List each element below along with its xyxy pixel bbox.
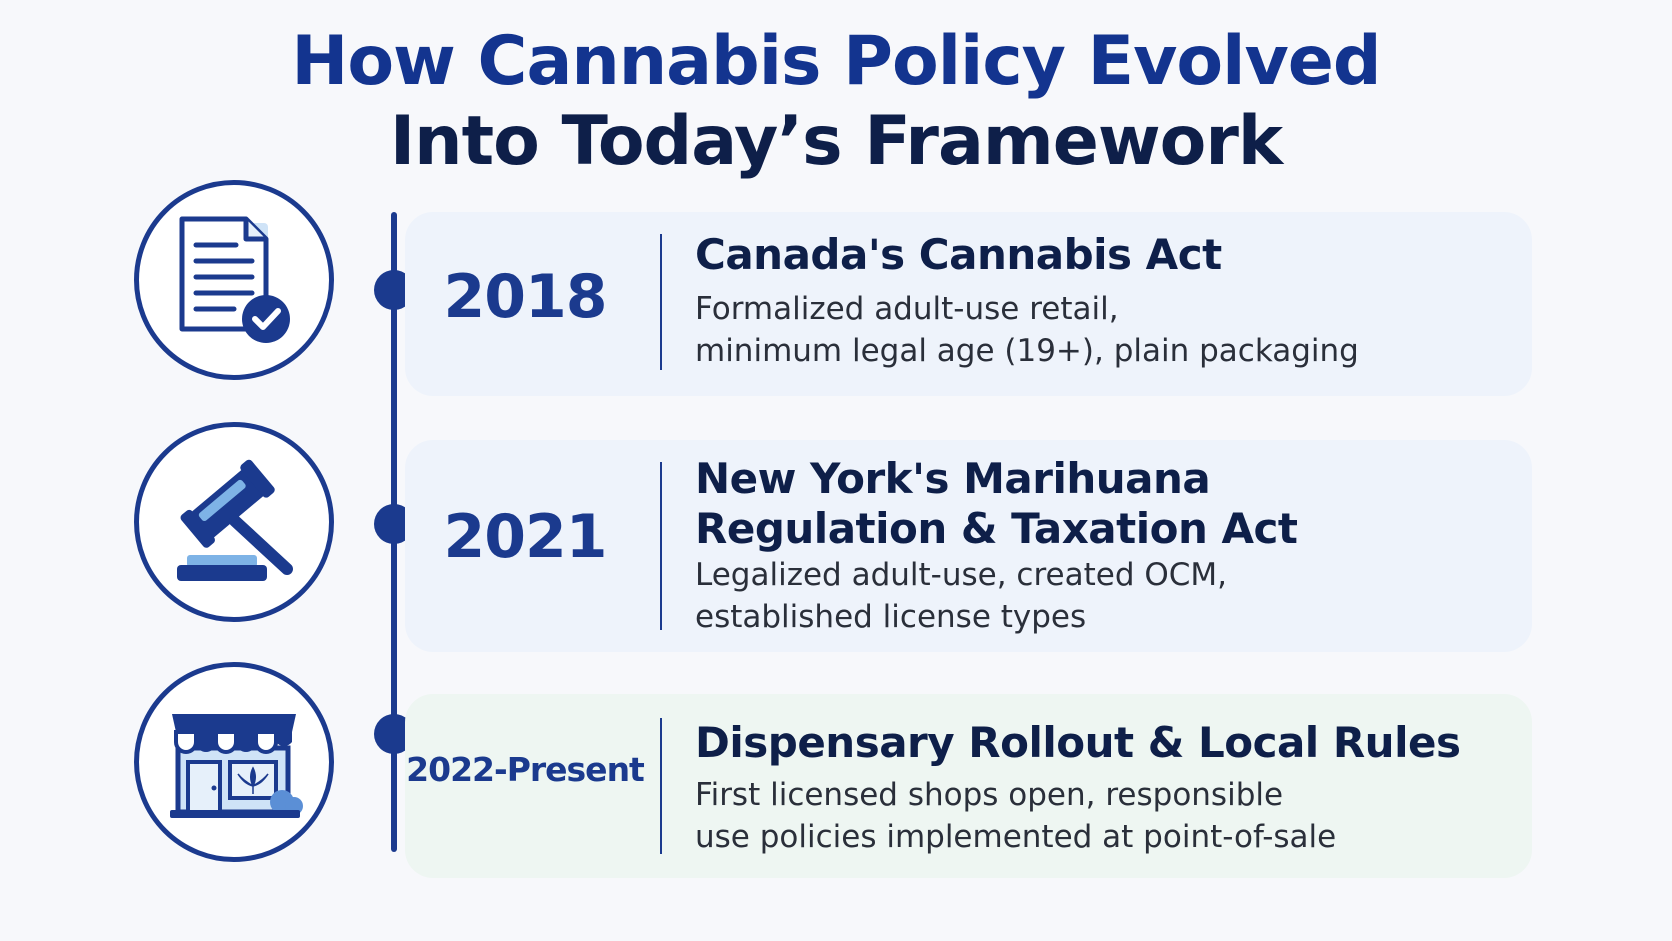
event-heading-line: New York's Marihuana [695,454,1211,503]
card-divider [660,462,662,630]
gavel-icon [177,459,293,581]
event-icon-circle-2021 [134,422,334,622]
event-heading: Canada's Cannabis Act [695,230,1222,279]
title-line-2: Into Today’s Framework [389,102,1283,181]
card-divider [660,234,662,370]
event-card-2021: 2021 New York's Marihuana Regulation & T… [405,440,1532,652]
event-description-line: use policies implemented at point-of-sal… [695,819,1337,855]
event-icon-circle-2018 [134,180,334,380]
dispensary-storefront-icon [170,714,303,818]
event-description-line: established license types [695,599,1087,635]
event-year: 2021 [443,502,608,572]
event-icon-circle-2022 [134,662,334,862]
document-check-icon [179,216,290,343]
event-description-line: Formalized adult-use retail, [695,291,1119,327]
event-year: 2022-Present [406,750,645,789]
event-heading-line: Regulation & Taxation Act [695,504,1298,553]
event-card-2022: 2022-Present Dispensary Rollout & Local … [405,694,1532,878]
page-title: How Cannabis Policy Evolved Into Today’s… [0,22,1672,182]
event-heading: Dispensary Rollout & Local Rules [695,718,1461,767]
title-line-1: How Cannabis Policy Evolved [291,22,1381,101]
event-description-line: minimum legal age (19+), plain packaging [695,333,1359,369]
event-description-line: First licensed shops open, responsible [695,777,1284,813]
event-card-2018: 2018 Canada's Cannabis Act Formalized ad… [405,212,1532,396]
event-year: 2018 [443,262,608,332]
card-divider [660,718,662,854]
event-description-line: Legalized adult-use, created OCM, [695,557,1228,593]
